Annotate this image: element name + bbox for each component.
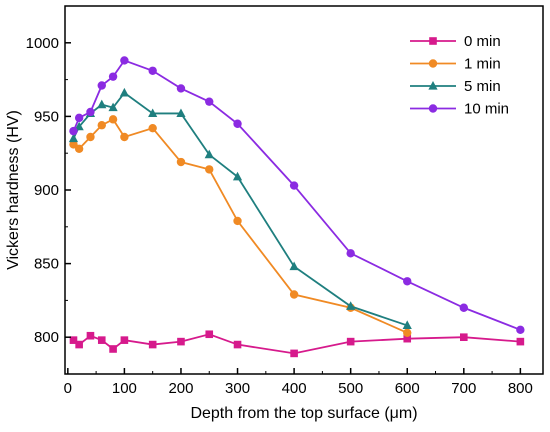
- data-point: [205, 97, 214, 106]
- data-point: [86, 107, 95, 117]
- data-point: [74, 121, 84, 131]
- x-tick-label: 800: [508, 380, 533, 397]
- legend-label: 0 min: [464, 33, 501, 50]
- data-point: [176, 108, 186, 118]
- legend-label: 10 min: [464, 101, 509, 118]
- data-point: [289, 261, 299, 271]
- data-point: [120, 56, 129, 65]
- data-point: [176, 157, 186, 167]
- x-tick-label: 500: [338, 380, 363, 397]
- data-point: [402, 320, 412, 330]
- data-point: [346, 301, 356, 310]
- data-point: [403, 277, 412, 286]
- legend-marker: [428, 59, 438, 68]
- y-tick-label: 900: [34, 182, 59, 199]
- data-point: [516, 325, 525, 335]
- data-point: [346, 337, 355, 346]
- data-point: [108, 102, 118, 112]
- data-point: [69, 126, 78, 136]
- legend-item: 10 min: [410, 101, 509, 118]
- legend-label: 1 min: [464, 56, 501, 73]
- data-point: [108, 72, 118, 81]
- data-point: [74, 113, 84, 123]
- data-point: [148, 340, 157, 349]
- data-point: [148, 66, 157, 75]
- data-point: [460, 333, 468, 341]
- y-axis-title: Vickers hardness (HV): [5, 110, 22, 270]
- data-point: [176, 84, 186, 93]
- data-point: [120, 132, 129, 142]
- series-0: [69, 330, 525, 358]
- data-point: [108, 115, 118, 124]
- series-line: [72, 59, 521, 331]
- plot-area: [68, 56, 525, 358]
- axes: 0 100 200 300 400 500 600 700 800 800 850 900 950 100…: [26, 5, 544, 397]
- data-point: [86, 331, 95, 340]
- legend-marker: [428, 81, 438, 90]
- data-point: [289, 181, 299, 190]
- data-point: [516, 337, 525, 346]
- legend-item: 0 min: [410, 33, 501, 50]
- data-point: [403, 328, 412, 337]
- data-point: [289, 290, 299, 299]
- data-point: [75, 340, 83, 349]
- legend-marker: [429, 37, 437, 45]
- data-point: [120, 336, 129, 344]
- y-tick-label: 1000: [26, 35, 59, 52]
- data-point: [459, 303, 469, 312]
- y-tick-label: 950: [34, 108, 59, 125]
- x-tick-label: 400: [282, 380, 307, 397]
- data-point: [109, 345, 117, 353]
- x-tick-label: 600: [395, 380, 420, 397]
- x-tick-label: 0: [64, 380, 72, 397]
- data-point: [233, 119, 242, 128]
- data-point: [232, 171, 243, 181]
- data-point: [148, 108, 158, 118]
- legend: 0 min 1 min 5 min 10 min: [410, 33, 509, 118]
- data-point: [205, 330, 214, 339]
- data-point: [119, 87, 129, 97]
- legend-item: 5 min: [410, 78, 501, 95]
- data-point: [69, 336, 78, 344]
- data-point: [97, 99, 107, 109]
- data-point: [346, 249, 355, 258]
- data-point: [233, 340, 242, 349]
- x-tick-label: 200: [168, 380, 193, 397]
- legend-marker: [428, 104, 438, 113]
- y-tick-label: 800: [34, 329, 59, 346]
- series-1: [69, 115, 412, 337]
- data-point: [233, 216, 242, 226]
- x-tick-label: 100: [112, 380, 137, 397]
- series-line: [72, 118, 408, 334]
- x-tick-label: 700: [451, 380, 476, 397]
- legend-item: 1 min: [410, 56, 501, 73]
- y-tick-label: 850: [34, 256, 59, 273]
- data-point: [290, 349, 298, 358]
- data-point: [205, 165, 214, 174]
- x-tick-label: 300: [225, 380, 250, 397]
- data-point: [69, 140, 78, 149]
- data-point: [74, 144, 84, 153]
- data-point: [204, 149, 214, 159]
- series-3: [69, 56, 525, 335]
- data-point: [148, 123, 157, 133]
- data-point: [403, 334, 412, 343]
- data-point: [97, 81, 106, 90]
- data-point: [177, 337, 185, 346]
- data-point: [97, 121, 106, 130]
- x-axis-title: Depth from the top surface (μm): [190, 405, 417, 422]
- data-point: [68, 133, 79, 143]
- data-point: [97, 336, 106, 344]
- data-point: [86, 132, 95, 142]
- legend-label: 5 min: [464, 78, 501, 95]
